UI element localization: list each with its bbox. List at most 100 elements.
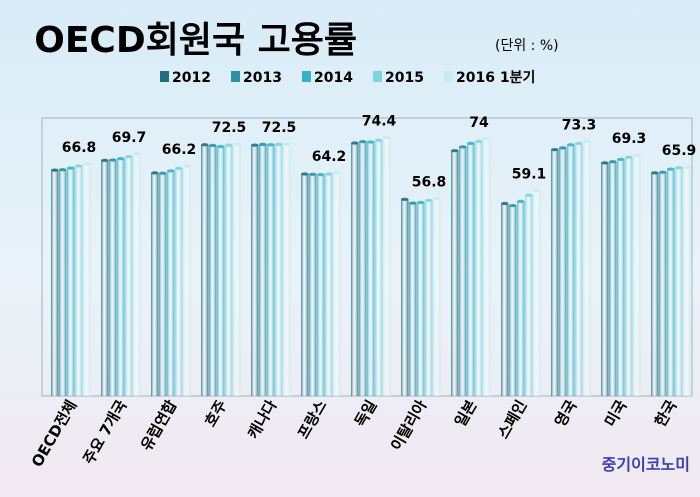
legend-label-4: 2016 1분기 <box>456 70 535 86</box>
bar-cap-1-3 <box>125 154 133 159</box>
bar-cap-2-3 <box>175 166 183 170</box>
category-label-9: 스페인 <box>494 397 530 442</box>
data-label-8: 74 <box>469 115 489 131</box>
bar-cap-1-2 <box>117 157 125 161</box>
bar-5-0 <box>301 173 309 396</box>
bar-cap-8-3 <box>475 139 483 143</box>
category-label-6: 독일 <box>351 397 380 430</box>
bar-cap-5-1 <box>309 172 317 176</box>
category-label-0: OECD전체 <box>28 397 81 470</box>
category-label-3: 호주 <box>201 397 230 430</box>
bar-cap-3-1 <box>209 143 217 148</box>
bar-cap-8-4 <box>483 137 491 141</box>
bar-10-4 <box>583 141 591 396</box>
data-label-3: 72.5 <box>212 120 247 136</box>
bar-cap-10-2 <box>567 143 575 147</box>
bar-cap-9-4 <box>533 189 541 193</box>
category-label-7: 이탈리아 <box>387 397 430 454</box>
bar-cap-0-0 <box>51 168 59 172</box>
bar-cap-8-0 <box>451 149 459 153</box>
bar-2-4 <box>183 165 191 396</box>
bar-6-2 <box>367 141 375 396</box>
category-label-8: 일본 <box>451 397 480 430</box>
bar-cap-1-0 <box>101 158 109 162</box>
bar-cap-12-0 <box>651 171 659 175</box>
category-label-10: 영국 <box>551 397 580 430</box>
bar-2-2 <box>167 170 175 396</box>
chart-title: OECD회원국 고용률 <box>34 20 357 61</box>
bar-7-1 <box>409 203 417 396</box>
bar-3-1 <box>209 145 217 396</box>
bar-4-2 <box>267 144 275 396</box>
bar-cap-2-2 <box>167 169 175 173</box>
bar-11-3 <box>625 157 633 396</box>
bar-cap-7-0 <box>401 197 409 201</box>
bar-9-1 <box>509 205 517 396</box>
bar-12-3 <box>675 167 683 396</box>
bar-cap-0-2 <box>67 166 75 170</box>
bar-cap-5-0 <box>301 172 309 176</box>
bar-cap-10-4 <box>583 139 591 143</box>
bar-9-4 <box>533 190 541 396</box>
bar-cap-4-0 <box>251 143 259 147</box>
legend-swatch-1 <box>231 71 240 82</box>
bar-cap-0-3 <box>75 164 83 168</box>
bar-cap-4-4 <box>283 142 291 146</box>
bar-cap-3-0 <box>201 143 209 147</box>
bar-cap-2-1 <box>159 171 167 175</box>
bar-cap-5-3 <box>325 172 333 176</box>
bar-cap-1-1 <box>109 158 117 162</box>
bar-5-4 <box>333 172 341 396</box>
category-label-4: 캐나다 <box>244 397 280 442</box>
bar-7-0 <box>401 199 409 396</box>
bar-1-3 <box>125 156 133 396</box>
bar-9-3 <box>525 195 533 396</box>
bar-6-3 <box>375 140 383 396</box>
bar-6-0 <box>351 143 359 396</box>
bar-11-1 <box>609 161 617 396</box>
chart-subtitle: (단위 : %) <box>495 38 559 54</box>
bar-10-0 <box>551 149 559 396</box>
bar-cap-9-1 <box>509 203 517 208</box>
category-label-5: 프랑스 <box>294 397 330 442</box>
bar-cap-4-1 <box>259 142 267 147</box>
bar-cap-3-3 <box>225 143 233 147</box>
bar-cap-12-2 <box>667 167 675 171</box>
bar-cap-8-2 <box>467 141 475 145</box>
bar-8-0 <box>451 150 459 396</box>
bar-10-1 <box>559 147 567 396</box>
bar-cap-6-4 <box>383 135 391 140</box>
legend-swatch-4 <box>444 71 453 82</box>
bar-cap-0-4 <box>83 162 91 166</box>
bar-cap-7-1 <box>409 201 417 205</box>
bar-6-1 <box>359 141 367 396</box>
bar-2-0 <box>151 172 159 396</box>
bar-1-0 <box>101 160 109 396</box>
bar-6-4 <box>383 137 391 396</box>
bar-cap-4-3 <box>275 142 283 147</box>
bar-1-4 <box>133 153 141 396</box>
bar-cap-2-4 <box>183 164 191 168</box>
bar-cap-11-2 <box>617 157 625 161</box>
bar-cap-5-2 <box>317 173 325 177</box>
data-label-12: 65.9 <box>662 143 697 159</box>
bar-11-2 <box>617 159 625 396</box>
bar-9-0 <box>501 203 509 396</box>
bar-10-2 <box>567 144 575 396</box>
legend-swatch-3 <box>373 71 382 82</box>
data-label-0: 66.8 <box>62 140 97 156</box>
bar-cap-11-0 <box>601 161 609 165</box>
data-label-5: 64.2 <box>312 149 347 165</box>
bar-8-3 <box>475 141 483 396</box>
bar-0-4 <box>83 163 91 396</box>
bar-10-3 <box>575 143 583 396</box>
legend: 2012 2013 2014 2015 2016 1분기 <box>160 70 535 86</box>
bar-3-3 <box>225 145 233 396</box>
data-label-10: 73.3 <box>562 117 597 133</box>
legend-label-3: 2015 <box>385 70 424 86</box>
bar-11-4 <box>633 155 641 396</box>
bar-4-4 <box>283 144 291 396</box>
bar-3-2 <box>217 146 225 396</box>
bar-3-0 <box>201 144 209 396</box>
